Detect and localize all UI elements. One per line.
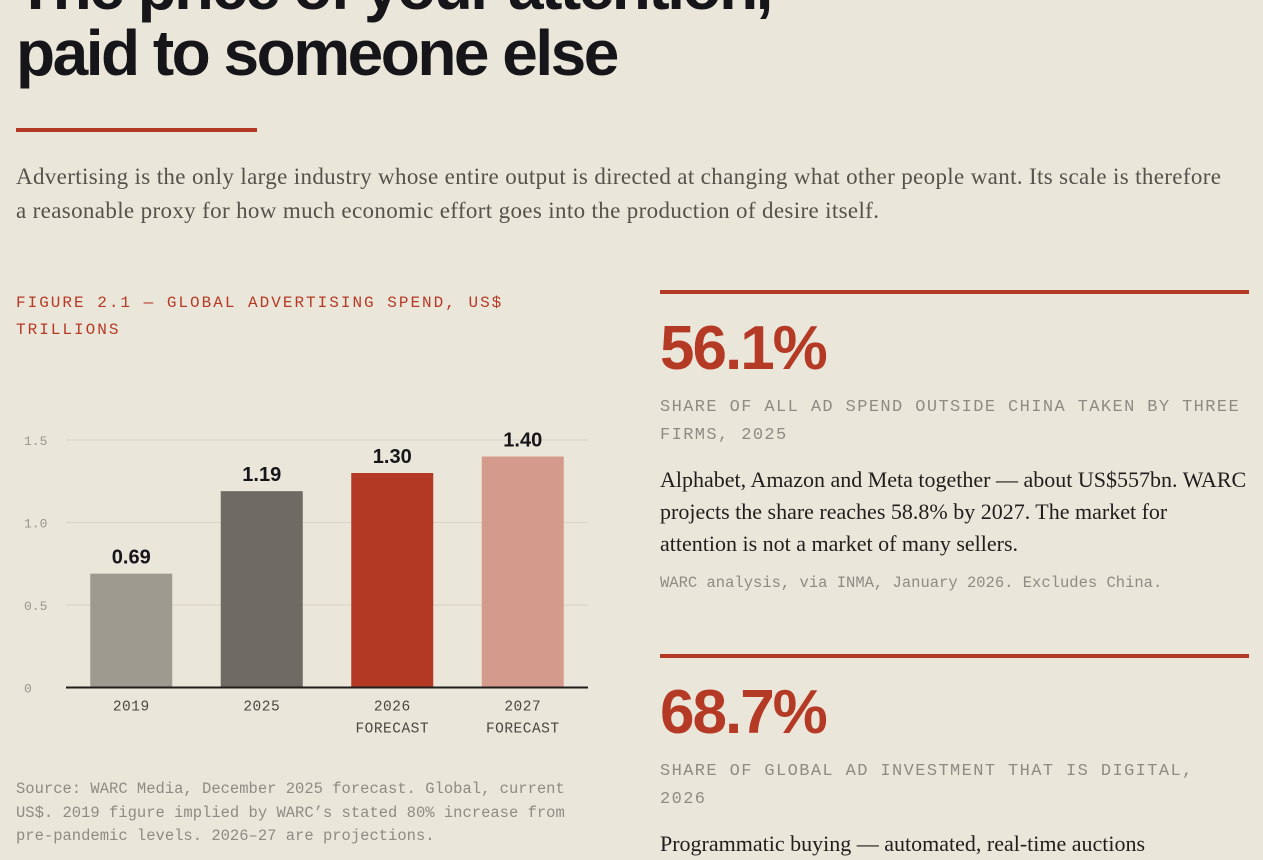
y-tick-label: 1.5 [24, 434, 47, 449]
stat-card-1: 56.1% SHARE OF ALL AD SPEND OUTSIDE CHIN… [660, 290, 1249, 592]
x-tick-label: 2027 [504, 700, 541, 716]
stat-card-2-value: 68.7% [660, 678, 828, 747]
x-tick-label: 2019 [113, 700, 150, 716]
stat-card-2: 68.7% SHARE OF GLOBAL AD INVESTMENT THAT… [660, 654, 1249, 860]
x-tick-label: FORECAST [486, 722, 560, 738]
stat-card-1-value: 56.1% [660, 314, 828, 383]
stat-card-2-rule [660, 654, 1249, 658]
x-tick-label: 2025 [243, 700, 280, 716]
figure-label: FIGURE 2.1 — GLOBAL ADVERTISING SPEND, U… [16, 294, 504, 339]
stat-card-1-caption: SHARE OF ALL AD SPEND OUTSIDE CHINA TAKE… [660, 398, 1241, 445]
lede-paragraph: Advertising is the only large industry w… [16, 164, 1222, 223]
bar [351, 473, 434, 688]
stat-card-1-body: Alphabet, Amazon and Meta together — abo… [660, 467, 1247, 556]
bar [90, 573, 173, 688]
stat-card-2-body: Programmatic buying — automated, real-ti… [660, 831, 1146, 856]
y-tick-label: 0.5 [24, 599, 47, 614]
stat-card-2-caption: SHARE OF GLOBAL AD INVESTMENT THAT IS DI… [660, 762, 1194, 809]
bar-value-label: 1.40 [503, 430, 542, 452]
bar [481, 456, 564, 688]
page-title: The price of your attention, paid to som… [16, 0, 773, 89]
bar-value-label: 1.30 [373, 446, 412, 468]
y-tick-label: 0 [24, 682, 32, 697]
bar-value-label: 0.69 [112, 547, 151, 569]
x-tick-label: FORECAST [355, 722, 429, 738]
figure-source: Source: WARC Media, December 2025 foreca… [16, 780, 565, 845]
x-tick-label: 2026 [374, 700, 411, 716]
bar [220, 491, 303, 688]
ad-spend-bar-chart: 0 0.5 1.0 1.5 0.69 2019 1.19 2025 1.30 2026 FORECA… [24, 430, 588, 738]
title-line-2: paid to someone else [16, 17, 619, 89]
title-line-1: The price of your attention, [16, 0, 773, 20]
y-tick-label: 1.0 [24, 517, 47, 532]
stat-card-1-note: WARC analysis, via INMA, January 2026. E… [660, 574, 1163, 592]
title-rule [16, 128, 257, 132]
bar-value-label: 1.19 [242, 464, 281, 486]
stat-card-1-rule [660, 290, 1249, 294]
